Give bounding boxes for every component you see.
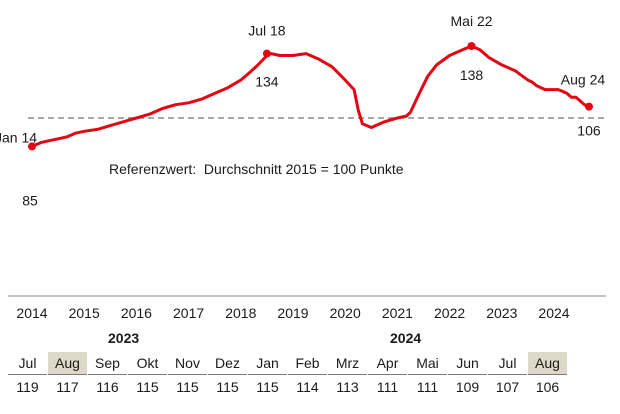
annotation-value-label: 85 (22, 192, 38, 208)
x-tick-label: 2018 (225, 305, 256, 321)
table-value-cell: 109 (455, 379, 480, 395)
annotations: Jan 14 85 Jul 18 134 Mai 22 138 Aug 24 106 (0, 13, 605, 208)
table-month-cell: Jan (248, 352, 287, 375)
x-tick-label: 2024 (538, 305, 569, 321)
table-month-cell: Dez (208, 352, 247, 375)
point-markers (28, 42, 593, 151)
x-tick-label: 2014 (16, 305, 47, 321)
table-year-label: 2023 (108, 330, 140, 346)
series-line (30, 44, 591, 148)
line-chart: Jan 14 85 Jul 18 134 Mai 22 138 Aug 24 106 Refe… (0, 13, 606, 321)
table-value-cell: 107 (495, 379, 520, 395)
table-value-cell: 115 (136, 379, 159, 395)
data-point-marker (28, 142, 36, 151)
table-month-cell: Sep (88, 352, 127, 375)
x-axis-ticks: 2014 2015 2016 2017 2018 2019 2020 2021 2022 2023… (16, 305, 569, 321)
annotation-month-label: Mai 22 (451, 13, 493, 29)
table-month-cell: Aug (48, 352, 87, 375)
x-tick-label: 2019 (277, 305, 308, 321)
table-month-cell: Feb (288, 352, 327, 375)
table-value-cell: 106 (535, 379, 560, 395)
annotation-value-label: 138 (460, 67, 484, 83)
annotation-month-label: Aug 24 (561, 72, 606, 88)
data-point-marker (584, 102, 593, 111)
monthly-values-table: 2023 2024 Jul Aug Sep Okt Nov Dez Jan Feb Mrz Apr M… (8, 328, 568, 397)
table-month-cell: Jun (448, 352, 487, 375)
table-value-cell: 113 (336, 379, 359, 395)
table-value-cell: 111 (416, 379, 439, 395)
table-year-label: 2024 (390, 330, 422, 346)
table-month-cell: Jul (488, 352, 527, 375)
table-value-row: 119 117 116 115 115 115 115 114 113 111 111 109 107 1… (8, 375, 568, 397)
table-month-cell: Jul (8, 352, 47, 375)
annotation-value-label: 106 (577, 123, 601, 139)
table-value-cell: 119 (16, 379, 39, 395)
reference-note: Referenzwert: Durchschnitt 2015 = 100 Pu… (109, 161, 404, 177)
data-point-marker (262, 49, 271, 58)
x-tick-label: 2015 (69, 305, 100, 321)
x-tick-label: 2021 (382, 305, 413, 321)
annotation-value-label: 134 (255, 74, 279, 90)
table-month-cell: Apr (368, 352, 407, 375)
table-month-cell: Aug (528, 352, 567, 375)
x-tick-label: 2017 (173, 305, 204, 321)
table-value-cell: 115 (256, 379, 279, 395)
table-year-row: 2023 2024 (8, 328, 568, 352)
x-tick-label: 2016 (121, 305, 152, 321)
table-month-cell: Okt (128, 352, 167, 375)
table-month-row: Jul Aug Sep Okt Nov Dez Jan Feb Mrz Apr Mai Jun Jul A… (8, 352, 568, 375)
annotation-month-label: Jan 14 (0, 129, 37, 145)
table-value-cell: 111 (376, 379, 399, 395)
x-tick-label: 2020 (330, 305, 361, 321)
table-value-cell: 114 (296, 379, 319, 395)
table-month-cell: Mrz (328, 352, 367, 375)
table-value-cell: 115 (216, 379, 239, 395)
data-point-marker (467, 42, 476, 50)
table-month-cell: Nov (168, 352, 207, 375)
table-value-cell: 117 (56, 379, 79, 395)
annotation-month-label: Jul 18 (248, 23, 286, 39)
table-value-cell: 116 (96, 379, 119, 395)
table-month-cell: Mai (408, 352, 447, 375)
x-tick-label: 2023 (486, 305, 517, 321)
x-tick-label: 2022 (434, 305, 465, 321)
table-value-cell: 115 (176, 379, 199, 395)
